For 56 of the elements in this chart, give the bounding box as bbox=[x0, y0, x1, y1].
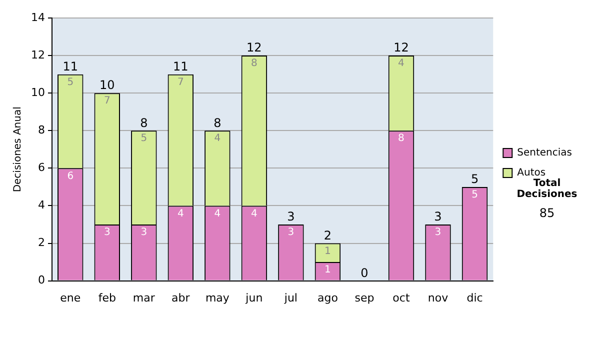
data-label: 7 bbox=[177, 76, 184, 88]
data-label: 4 bbox=[398, 58, 404, 70]
x-tick-label: dic bbox=[466, 291, 483, 304]
data-label: 4 bbox=[251, 208, 258, 220]
y-tick-label: 6 bbox=[38, 161, 45, 174]
x-tick-label: feb bbox=[98, 291, 116, 304]
legend-label: Autos bbox=[517, 168, 546, 179]
text: Total Decisiones bbox=[516, 178, 578, 200]
data-label: 3 bbox=[140, 227, 148, 238]
total-label: 5 bbox=[470, 172, 479, 186]
total-label: 10 bbox=[100, 78, 115, 92]
x-tick-label: oct bbox=[392, 291, 410, 304]
total-label: 11 bbox=[62, 59, 78, 74]
x-tick-label: abr bbox=[172, 291, 190, 304]
x-tick-label: nov bbox=[428, 291, 449, 304]
data-label: 6 bbox=[67, 170, 74, 182]
total-label: 0 bbox=[360, 266, 368, 280]
x-tick-label: ene bbox=[60, 291, 81, 304]
data-label: 4 bbox=[214, 208, 221, 220]
y-tick-label: 2 bbox=[38, 236, 45, 250]
data-label: 8 bbox=[251, 58, 258, 70]
data-label: 4 bbox=[214, 133, 221, 144]
y-tick-label: 0 bbox=[38, 274, 45, 287]
data-label: 4 bbox=[177, 208, 184, 220]
total-label: 8 bbox=[214, 116, 222, 130]
y-axis-title: Decisiones Anual bbox=[12, 106, 24, 192]
data-label: 5 bbox=[472, 190, 478, 201]
total-label: 11 bbox=[173, 59, 188, 74]
data-label: 1 bbox=[324, 264, 331, 276]
y-tick-label: 14 bbox=[30, 10, 45, 24]
data-label: 3 bbox=[104, 227, 110, 238]
total-label: 2 bbox=[324, 228, 332, 242]
text: 85 bbox=[538, 206, 556, 220]
y-tick-label: 8 bbox=[38, 123, 45, 136]
data-label: 3 bbox=[288, 227, 294, 238]
x-tick-label: jul bbox=[283, 291, 298, 304]
total-label: 3 bbox=[434, 210, 442, 224]
data-label: 1 bbox=[324, 246, 331, 257]
x-tick-label: ago bbox=[317, 291, 338, 304]
data-label: 3 bbox=[434, 227, 442, 238]
legend-label: Sentencias bbox=[517, 148, 572, 159]
x-tick-label: mar bbox=[132, 291, 156, 304]
data-label: 5 bbox=[140, 133, 148, 144]
data-label: 8 bbox=[398, 133, 404, 144]
y-tick-label: 10 bbox=[30, 86, 45, 99]
x-tick-label: jun bbox=[244, 291, 263, 304]
x-tick-label: sep bbox=[354, 291, 374, 304]
total-label: 12 bbox=[394, 40, 409, 55]
data-label: 7 bbox=[104, 96, 110, 107]
total-label: 8 bbox=[140, 116, 148, 130]
y-tick-label: 4 bbox=[38, 198, 45, 212]
data-label: 5 bbox=[67, 76, 74, 88]
total-label: 12 bbox=[246, 40, 262, 55]
x-tick-label: may bbox=[205, 291, 230, 304]
y-tick-label: 12 bbox=[30, 48, 45, 62]
total-label: 3 bbox=[287, 210, 295, 224]
